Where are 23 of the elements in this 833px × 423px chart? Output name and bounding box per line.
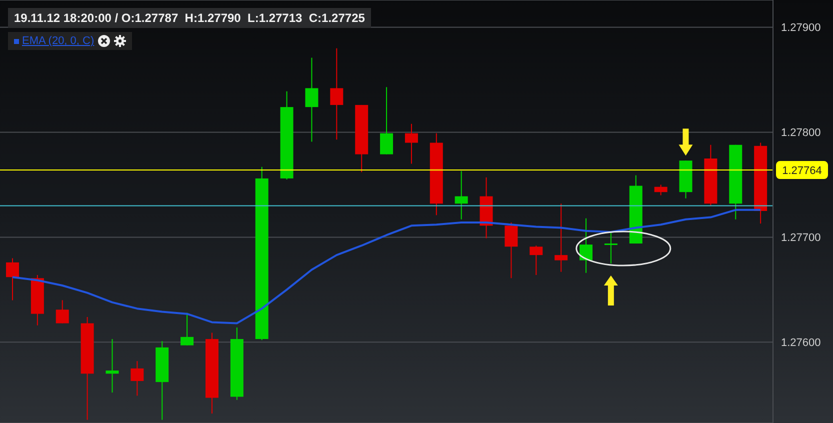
candlestick: [654, 184, 668, 196]
candlestick: [504, 222, 518, 279]
candlestick: [404, 123, 418, 164]
candlestick: [380, 86, 394, 155]
y-tick-label: 1.27800: [781, 127, 821, 140]
candlestick: [305, 57, 318, 142]
candlestick: [130, 360, 144, 396]
ref-line-label: 1.27764: [782, 165, 822, 178]
candlestick: [106, 338, 119, 394]
candlestick: [330, 48, 344, 140]
legend-label: EMA (20, 0, C): [22, 35, 94, 47]
candlestick: [554, 203, 568, 272]
candlestick: [454, 170, 468, 220]
candlestick: [530, 245, 543, 276]
y-tick-label: 1.27900: [781, 22, 821, 34]
candlestick: [180, 312, 194, 346]
y-tick-label: 1.27600: [781, 337, 821, 350]
candlestick: [6, 258, 19, 301]
candlestick: [580, 218, 593, 274]
candlestick: [604, 232, 618, 264]
candlestick: [56, 300, 69, 324]
text: 19.11.12 18:20:00 / O:1.27787 H:1.27790 L:1.27713 C:1.27725: [8, 8, 371, 28]
y-tick-label: 1.27700: [781, 232, 821, 244]
